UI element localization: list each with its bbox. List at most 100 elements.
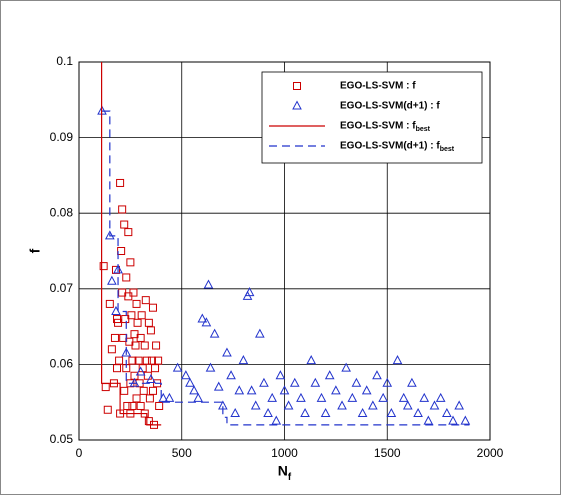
point bbox=[341, 362, 351, 372]
point bbox=[110, 333, 119, 342]
legend-marker bbox=[293, 82, 301, 90]
point bbox=[197, 313, 208, 323]
point bbox=[201, 317, 212, 327]
point bbox=[386, 407, 397, 418]
legend-label: EGO-LS-SVM(d+1) : f bbox=[340, 101, 440, 112]
point bbox=[99, 262, 108, 271]
point bbox=[244, 287, 255, 297]
point bbox=[140, 341, 149, 350]
point bbox=[306, 355, 317, 365]
series-line bbox=[101, 62, 162, 426]
point bbox=[141, 296, 150, 305]
point bbox=[209, 328, 220, 338]
point bbox=[117, 247, 126, 255]
point bbox=[145, 394, 154, 403]
point bbox=[121, 347, 132, 357]
point bbox=[368, 400, 378, 410]
point bbox=[275, 370, 286, 380]
point bbox=[337, 400, 347, 410]
point bbox=[172, 362, 183, 372]
point bbox=[124, 228, 133, 237]
point bbox=[193, 392, 204, 402]
legend-label: EGO-LS-SVM : f bbox=[340, 81, 416, 92]
point bbox=[402, 400, 413, 410]
point bbox=[116, 178, 125, 187]
x-tick-label: 500 bbox=[172, 446, 192, 460]
point bbox=[118, 205, 127, 214]
point bbox=[131, 341, 140, 350]
point bbox=[127, 311, 136, 320]
point bbox=[320, 407, 331, 418]
point bbox=[263, 407, 273, 418]
point bbox=[181, 370, 191, 380]
point bbox=[310, 377, 321, 387]
point bbox=[136, 333, 145, 342]
point bbox=[103, 405, 112, 414]
point bbox=[372, 370, 382, 380]
point bbox=[115, 356, 124, 365]
point bbox=[324, 370, 335, 380]
point bbox=[152, 341, 161, 350]
point bbox=[129, 377, 140, 387]
point bbox=[382, 377, 393, 387]
point bbox=[164, 392, 175, 402]
point bbox=[142, 356, 151, 365]
point bbox=[126, 258, 135, 267]
x-tick-label: 0 bbox=[76, 446, 83, 460]
point bbox=[331, 385, 341, 395]
point bbox=[423, 415, 434, 425]
point bbox=[283, 400, 294, 410]
point bbox=[151, 364, 160, 373]
point bbox=[271, 415, 282, 425]
point bbox=[113, 264, 123, 274]
point bbox=[205, 362, 216, 372]
point bbox=[255, 328, 265, 338]
plot-border bbox=[78, 61, 491, 441]
point bbox=[259, 377, 269, 387]
point bbox=[148, 303, 157, 312]
point bbox=[413, 407, 423, 418]
point bbox=[107, 275, 117, 285]
point bbox=[189, 385, 199, 395]
point bbox=[113, 364, 122, 373]
point bbox=[120, 220, 129, 229]
point bbox=[234, 385, 245, 395]
point bbox=[230, 407, 241, 418]
point bbox=[296, 392, 306, 402]
point bbox=[128, 356, 137, 365]
x-tick-label: 2000 bbox=[477, 446, 504, 460]
point bbox=[132, 299, 141, 308]
point bbox=[378, 392, 388, 402]
point bbox=[185, 377, 195, 387]
legend-label: EGO-LS-SVM(d+1) : fbest bbox=[340, 141, 455, 154]
legend-box bbox=[261, 71, 483, 164]
point bbox=[267, 392, 278, 402]
y-tick-label: 0.1 bbox=[56, 54, 73, 68]
point bbox=[129, 288, 138, 297]
point bbox=[246, 385, 257, 395]
point bbox=[419, 392, 430, 402]
point bbox=[123, 401, 132, 410]
point bbox=[122, 273, 131, 282]
point bbox=[429, 400, 440, 410]
point bbox=[300, 407, 310, 418]
point bbox=[132, 394, 141, 403]
point bbox=[147, 356, 156, 365]
point bbox=[279, 385, 290, 395]
point bbox=[357, 407, 368, 418]
point bbox=[347, 392, 358, 402]
legend-label: EGO-LS-SVM : fbest bbox=[340, 121, 431, 134]
point bbox=[146, 373, 156, 384]
point bbox=[146, 326, 155, 335]
point bbox=[144, 318, 153, 327]
point bbox=[454, 400, 465, 410]
point bbox=[250, 400, 261, 410]
point bbox=[238, 355, 249, 365]
point bbox=[154, 356, 163, 365]
y-tick-label: 0.07 bbox=[50, 281, 74, 295]
point bbox=[120, 386, 129, 395]
point bbox=[134, 356, 143, 365]
y-tick-label: 0.05 bbox=[50, 432, 74, 446]
point bbox=[136, 401, 145, 410]
point bbox=[137, 311, 146, 320]
